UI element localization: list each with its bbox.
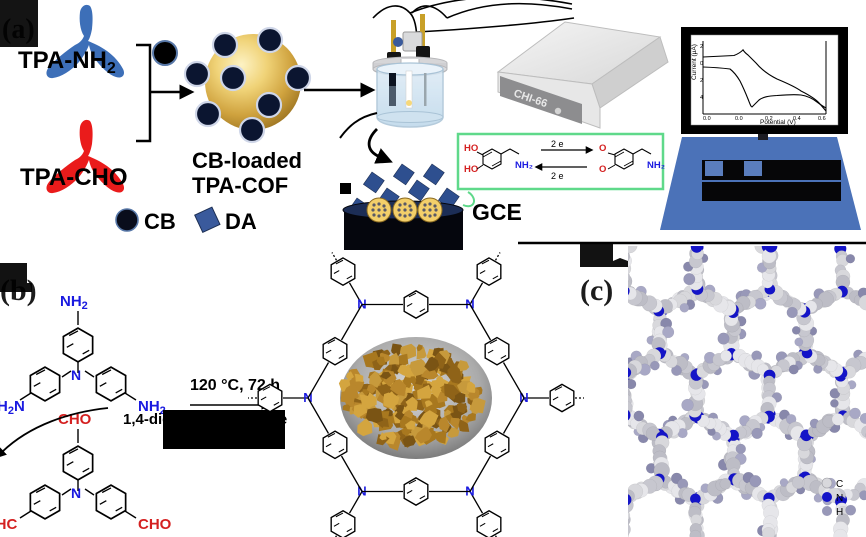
svg-text:HO: HO	[464, 164, 478, 175]
svg-text:N: N	[836, 493, 843, 504]
svg-text:0.6: 0.6	[818, 116, 826, 122]
svg-text:CB: CB	[144, 209, 176, 234]
svg-text:TPA-CHO: TPA-CHO	[20, 164, 128, 191]
svg-text:0.0: 0.0	[735, 116, 743, 122]
svg-text:N: N	[71, 367, 81, 383]
svg-text:TPA-COF: TPA-COF	[192, 173, 288, 198]
svg-text:Current (μA): Current (μA)	[691, 44, 698, 80]
svg-text:0: 0	[700, 61, 703, 67]
svg-text:2 e: 2 e	[551, 139, 564, 149]
svg-text:0.4: 0.4	[793, 116, 801, 122]
svg-text:0.0: 0.0	[703, 116, 711, 122]
svg-text:(c): (c)	[580, 274, 613, 307]
svg-text:H2N: H2N	[0, 398, 25, 417]
svg-text:OHC: OHC	[0, 516, 18, 533]
svg-text:NH2: NH2	[60, 293, 88, 312]
svg-text:C: C	[836, 479, 843, 490]
svg-text:H: H	[836, 507, 843, 518]
svg-text:HO: HO	[464, 143, 478, 154]
svg-text:DA: DA	[225, 209, 257, 234]
svg-text:GCE: GCE	[472, 199, 522, 225]
svg-text:O: O	[599, 143, 606, 154]
svg-text:CB-loaded: CB-loaded	[192, 148, 302, 173]
svg-text:2: 2	[700, 44, 703, 50]
svg-text:NH₂: NH₂	[515, 160, 533, 171]
svg-text:0.2: 0.2	[765, 116, 773, 122]
svg-text:4: 4	[700, 95, 703, 101]
svg-text:2: 2	[700, 78, 703, 84]
svg-text:CHO: CHO	[138, 516, 172, 533]
svg-text:TPA-NH2: TPA-NH2	[18, 47, 116, 77]
svg-text:NH₂: NH₂	[647, 160, 665, 171]
svg-text:N: N	[71, 485, 81, 501]
svg-text:2 e: 2 e	[551, 171, 564, 181]
svg-text:O: O	[599, 164, 606, 175]
